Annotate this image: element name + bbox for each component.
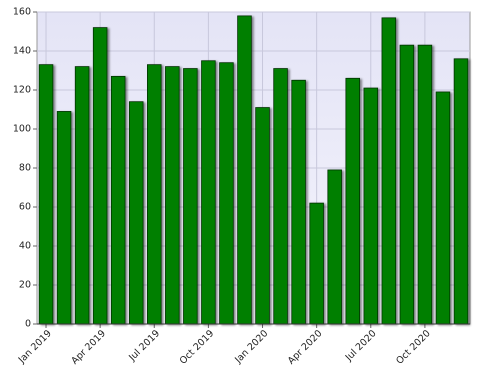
bar [399, 44, 415, 325]
bar [147, 64, 162, 325]
bar [38, 64, 54, 325]
bar [92, 27, 108, 325]
bar [183, 68, 198, 325]
x-tick-label: Oct 2020 [394, 328, 433, 367]
x-tick-label: Jan 2020 [232, 328, 270, 366]
bar [273, 68, 288, 325]
y-tick-label: 100 [13, 124, 31, 135]
y-tick-label: 0 [25, 319, 31, 330]
bar [453, 58, 469, 325]
bar [435, 91, 451, 325]
y-tick-label: 60 [19, 202, 31, 213]
bar [128, 101, 144, 325]
bar [381, 17, 397, 325]
bar [74, 66, 90, 325]
bar [363, 87, 379, 325]
y-tick-label: 40 [19, 241, 31, 252]
y-tick-label: 80 [19, 163, 31, 174]
x-tick-label: Apr 2019 [69, 328, 108, 367]
bar [56, 111, 72, 325]
x-tick-label: Jan 2019 [16, 328, 54, 366]
bar [309, 202, 324, 325]
bar [291, 79, 306, 325]
x-tick-label: Jul 2019 [126, 328, 162, 364]
y-tick-label: 20 [19, 280, 31, 291]
y-tick-label: 160 [13, 7, 31, 18]
bar [255, 107, 270, 325]
x-tick-label: Apr 2020 [286, 328, 325, 367]
bar [417, 44, 433, 325]
bar [345, 77, 360, 325]
bar [237, 15, 252, 325]
x-tick-label: Jul 2020 [343, 328, 379, 364]
bar [110, 75, 126, 325]
bar [165, 66, 180, 325]
bar [327, 169, 342, 325]
y-tick-label: 140 [13, 46, 31, 57]
y-tick-label: 120 [13, 85, 31, 96]
bar [201, 60, 216, 325]
bar [219, 62, 234, 325]
x-tick-label: Oct 2019 [178, 328, 217, 367]
